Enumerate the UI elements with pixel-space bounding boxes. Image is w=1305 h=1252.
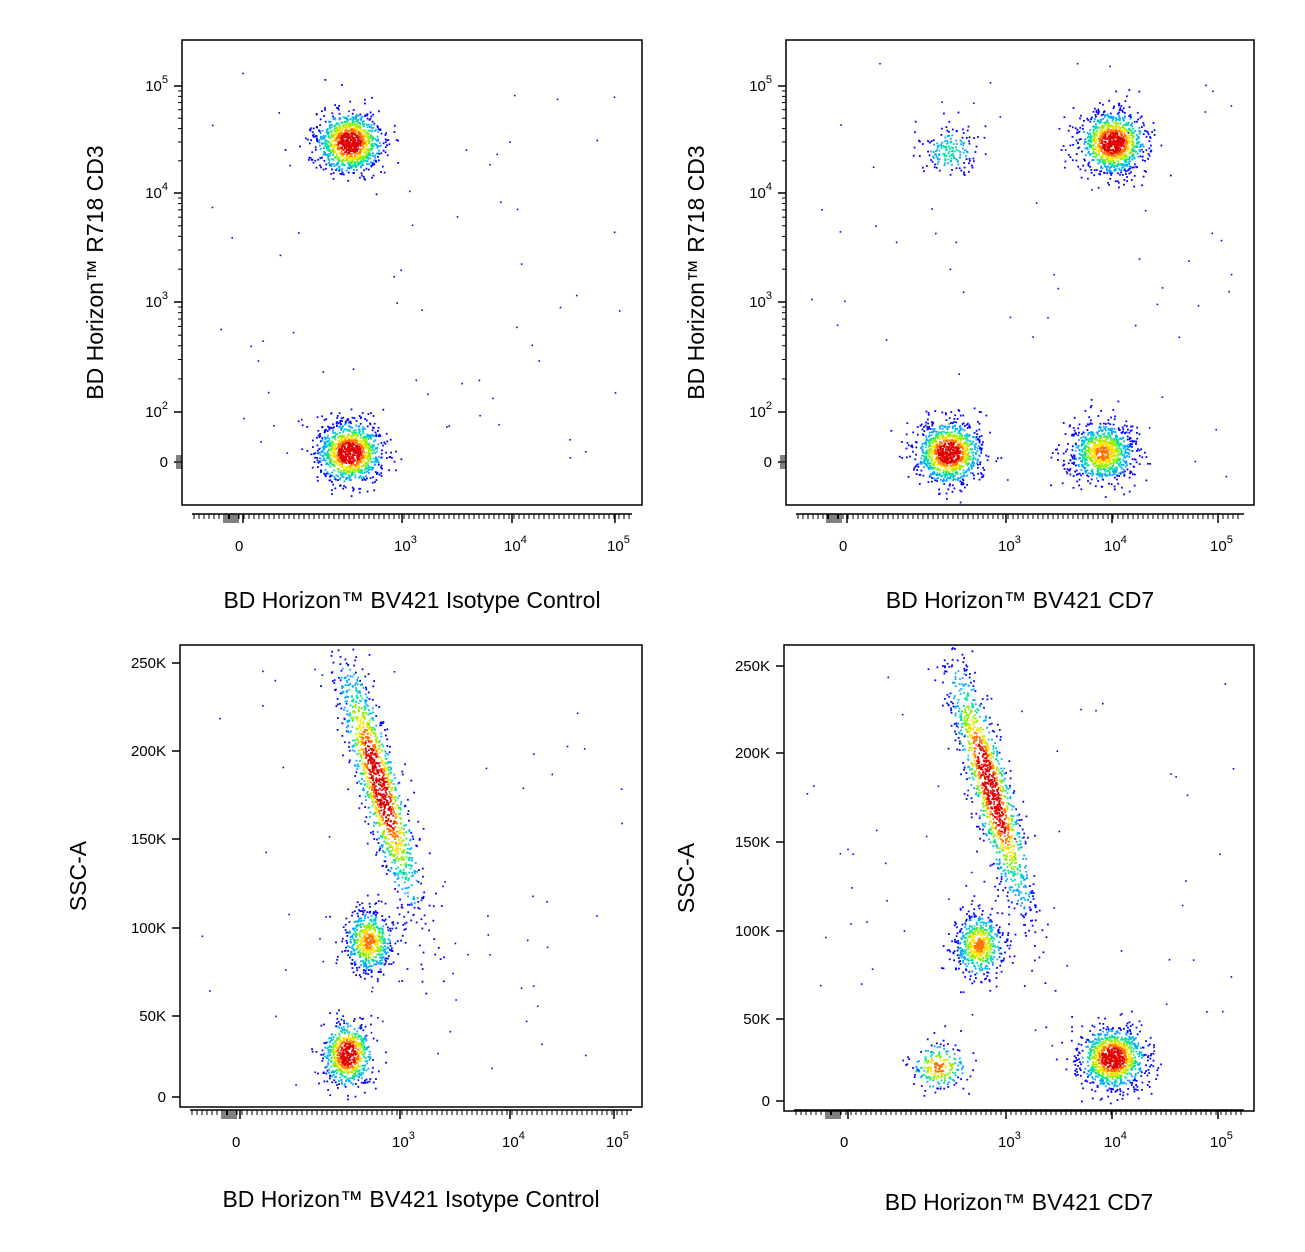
y-tick-label: 102 (145, 400, 168, 421)
scatter-points (806, 647, 1235, 1105)
y-tick-label: 200K (131, 743, 166, 760)
x-axis-title: BD Horizon™ BV421 CD7 (886, 587, 1154, 613)
y-axis: 0 50K 100K 150K 200K 250K (131, 655, 180, 1106)
x-tick-label: 0 (839, 538, 847, 555)
panel-isotype-ssc: 0 103 104 105 0 50K 100K 150K 200K 250K BD Horizon… (65, 644, 643, 1212)
y-tick-label: 105 (749, 74, 772, 95)
x-tick-label: 104 (1104, 534, 1127, 555)
y-tick-label: 250K (131, 655, 166, 672)
y-tick-label: 102 (749, 400, 772, 421)
y-tick-label: 0 (762, 1093, 770, 1110)
panel-isotype-cd3: 0 103 104 105 0 102 103 104 105 BD Horizon™ BV421… (82, 39, 643, 613)
scatter-points (211, 72, 621, 497)
y-tick-label: 150K (131, 831, 166, 848)
y-tick-label: 250K (735, 658, 770, 675)
y-tick-label: 100K (735, 923, 770, 940)
plot-frame (785, 39, 1255, 506)
x-tick-label: 104 (504, 534, 527, 555)
x-axis-title: BD Horizon™ BV421 Isotype Control (223, 587, 600, 613)
y-tick-label: 150K (735, 834, 770, 851)
y-tick-label: 50K (139, 1008, 166, 1025)
y-tick-label: 103 (145, 290, 168, 311)
x-axis-title: BD Horizon™ BV421 Isotype Control (222, 1186, 599, 1212)
y-tick-label: 104 (145, 181, 168, 202)
x-tick-label: 0 (840, 1134, 848, 1151)
y-axis: 0 102 103 104 105 (749, 74, 786, 471)
panel-cd7-ssc: 0 103 104 105 0 50K 100K 150K 200K 250K BD Horizon… (673, 644, 1255, 1215)
x-tick-label: 103 (392, 1130, 415, 1151)
x-axis: 0 103 104 105 (192, 513, 632, 555)
x-axis: 0 103 104 105 (190, 1109, 632, 1151)
x-axis-title: BD Horizon™ BV421 CD7 (885, 1189, 1153, 1215)
x-axis: 0 103 104 105 (794, 1109, 1244, 1151)
x-tick-label: 104 (1104, 1130, 1127, 1151)
plot-frame (181, 39, 643, 506)
y-axis-title: SSC-A (673, 842, 699, 913)
scatter-points (811, 62, 1233, 504)
x-tick-label: 103 (998, 534, 1021, 555)
y-axis-title: BD Horizon™ R718 CD3 (683, 145, 709, 399)
x-tick-label: 105 (607, 534, 630, 555)
y-tick-label: 200K (735, 745, 770, 762)
y-axis-title: BD Horizon™ R718 CD3 (82, 145, 108, 399)
x-tick-label: 105 (1210, 1130, 1233, 1151)
y-tick-label: 0 (158, 1089, 166, 1106)
y-tick-label: 103 (749, 290, 772, 311)
x-tick-label: 104 (502, 1130, 525, 1151)
y-tick-label: 104 (749, 181, 772, 202)
x-tick-label: 105 (1210, 534, 1233, 555)
x-axis: 0 103 104 105 (796, 513, 1244, 555)
x-tick-label: 103 (998, 1130, 1021, 1151)
y-tick-label: 100K (131, 920, 166, 937)
scatter-points (201, 648, 623, 1101)
plot-frame (783, 644, 1255, 1112)
y-axis-title: SSC-A (65, 840, 91, 911)
x-tick-label: 0 (232, 1134, 240, 1151)
x-tick-label: 103 (394, 534, 417, 555)
panel-cd7-cd3: 0 103 104 105 0 102 103 104 105 BD Horizon™ BV421… (683, 39, 1255, 613)
y-axis: 0 50K 100K 150K 200K 250K (735, 658, 784, 1110)
x-tick-label: 105 (606, 1130, 629, 1151)
y-axis: 0 102 103 104 105 (145, 74, 182, 471)
y-tick-label: 50K (743, 1011, 770, 1028)
y-tick-label: 0 (764, 454, 772, 471)
y-tick-label: 0 (160, 454, 168, 471)
y-tick-label: 105 (145, 74, 168, 95)
x-tick-label: 0 (235, 538, 243, 555)
